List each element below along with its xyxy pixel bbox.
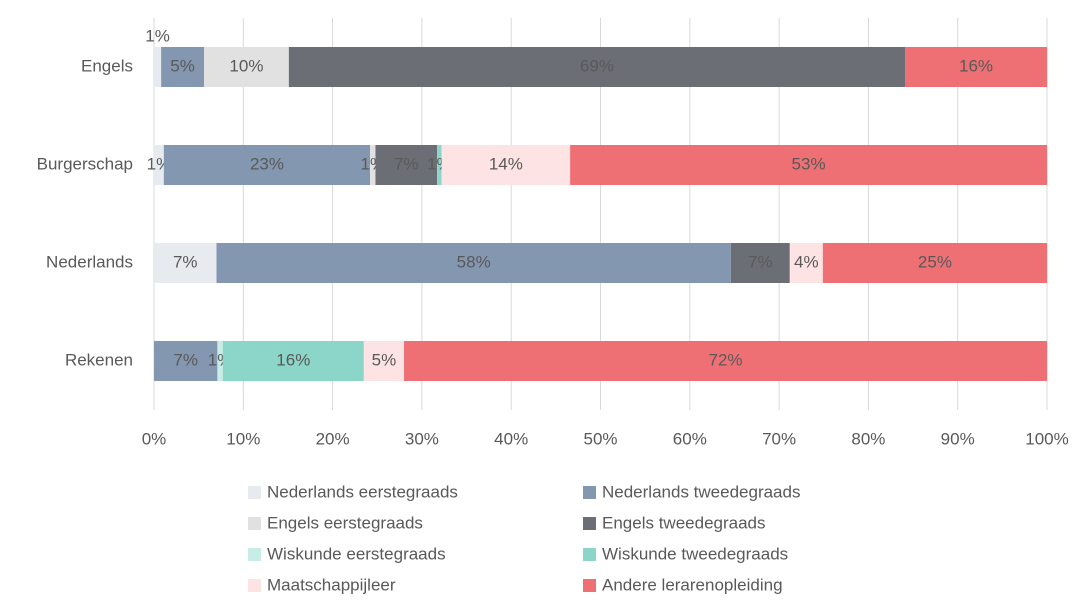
y-tick-label: Nederlands bbox=[46, 252, 133, 271]
data-label: 25% bbox=[918, 252, 952, 271]
legend-label: Nederlands tweedegraads bbox=[602, 482, 800, 501]
data-label: 7% bbox=[173, 350, 198, 369]
bar-segment bbox=[222, 341, 364, 381]
legend-label: Engels tweedegraads bbox=[602, 513, 766, 532]
legend-label: Wiskunde tweedegraads bbox=[602, 544, 788, 563]
bar-segment bbox=[161, 47, 205, 87]
x-tick-label: 0% bbox=[142, 429, 167, 448]
bar-segment bbox=[441, 145, 571, 185]
legend-swatch bbox=[248, 548, 261, 561]
legend-label: Engels eerstegraads bbox=[267, 513, 423, 532]
bar-segment bbox=[730, 243, 790, 283]
bar-segment bbox=[363, 341, 405, 381]
x-tick-label: 10% bbox=[226, 429, 260, 448]
data-label: 4% bbox=[794, 252, 819, 271]
x-tick-label: 70% bbox=[762, 429, 796, 448]
legend-swatch bbox=[248, 486, 261, 499]
data-label: 23% bbox=[250, 154, 284, 173]
data-label: 14% bbox=[489, 154, 523, 173]
legend-label: Wiskunde eerstegraads bbox=[267, 544, 446, 563]
x-tick-label: 40% bbox=[494, 429, 528, 448]
y-tick-label: Engels bbox=[81, 56, 133, 75]
legend-swatch bbox=[583, 579, 596, 592]
x-tick-label: 90% bbox=[941, 429, 975, 448]
y-tick-label: Rekenen bbox=[65, 350, 133, 369]
data-label: 16% bbox=[276, 350, 310, 369]
x-tick-label: 80% bbox=[851, 429, 885, 448]
legend-label: Andere lerarenopleiding bbox=[602, 575, 783, 594]
bar-segment bbox=[154, 341, 218, 381]
bar-segment bbox=[154, 47, 162, 87]
bar-segment bbox=[822, 243, 1047, 283]
x-tick-label: 50% bbox=[583, 429, 617, 448]
data-label: 72% bbox=[709, 350, 743, 369]
legend-label: Maatschappijleer bbox=[267, 575, 396, 594]
bar-segment bbox=[204, 47, 289, 87]
bar-segment bbox=[154, 145, 164, 185]
bar-segment bbox=[163, 145, 371, 185]
bar-segment bbox=[154, 243, 217, 283]
data-label: 7% bbox=[394, 154, 419, 173]
data-label: 16% bbox=[959, 56, 993, 75]
bar-segment bbox=[216, 243, 731, 283]
x-tick-label: 100% bbox=[1025, 429, 1068, 448]
x-tick-label: 20% bbox=[316, 429, 350, 448]
legend-label: Nederlands eerstegraads bbox=[267, 482, 458, 501]
bar-segment bbox=[217, 341, 223, 381]
data-label: 10% bbox=[229, 56, 263, 75]
data-label: 58% bbox=[457, 252, 491, 271]
bar-segment bbox=[375, 145, 438, 185]
data-label: 7% bbox=[748, 252, 773, 271]
legend-swatch bbox=[583, 548, 596, 561]
bar-segment bbox=[404, 341, 1047, 381]
data-label: 5% bbox=[170, 56, 195, 75]
bar-segment bbox=[570, 145, 1047, 185]
legend-swatch bbox=[248, 579, 261, 592]
bar-segment bbox=[437, 145, 442, 185]
bar-segment bbox=[370, 145, 376, 185]
data-label: 53% bbox=[792, 154, 826, 173]
data-label: 7% bbox=[173, 252, 198, 271]
bar-segment bbox=[905, 47, 1047, 87]
legend-swatch bbox=[583, 486, 596, 499]
legend-swatch bbox=[583, 517, 596, 530]
data-label: 5% bbox=[372, 350, 397, 369]
data-label: 69% bbox=[580, 56, 614, 75]
x-tick-label: 60% bbox=[673, 429, 707, 448]
bar-segment bbox=[288, 47, 906, 87]
data-label: 1% bbox=[145, 26, 170, 45]
legend-swatch bbox=[248, 517, 261, 530]
y-tick-label: Burgerschap bbox=[37, 154, 133, 173]
x-tick-label: 30% bbox=[405, 429, 439, 448]
bar-segment bbox=[789, 243, 823, 283]
